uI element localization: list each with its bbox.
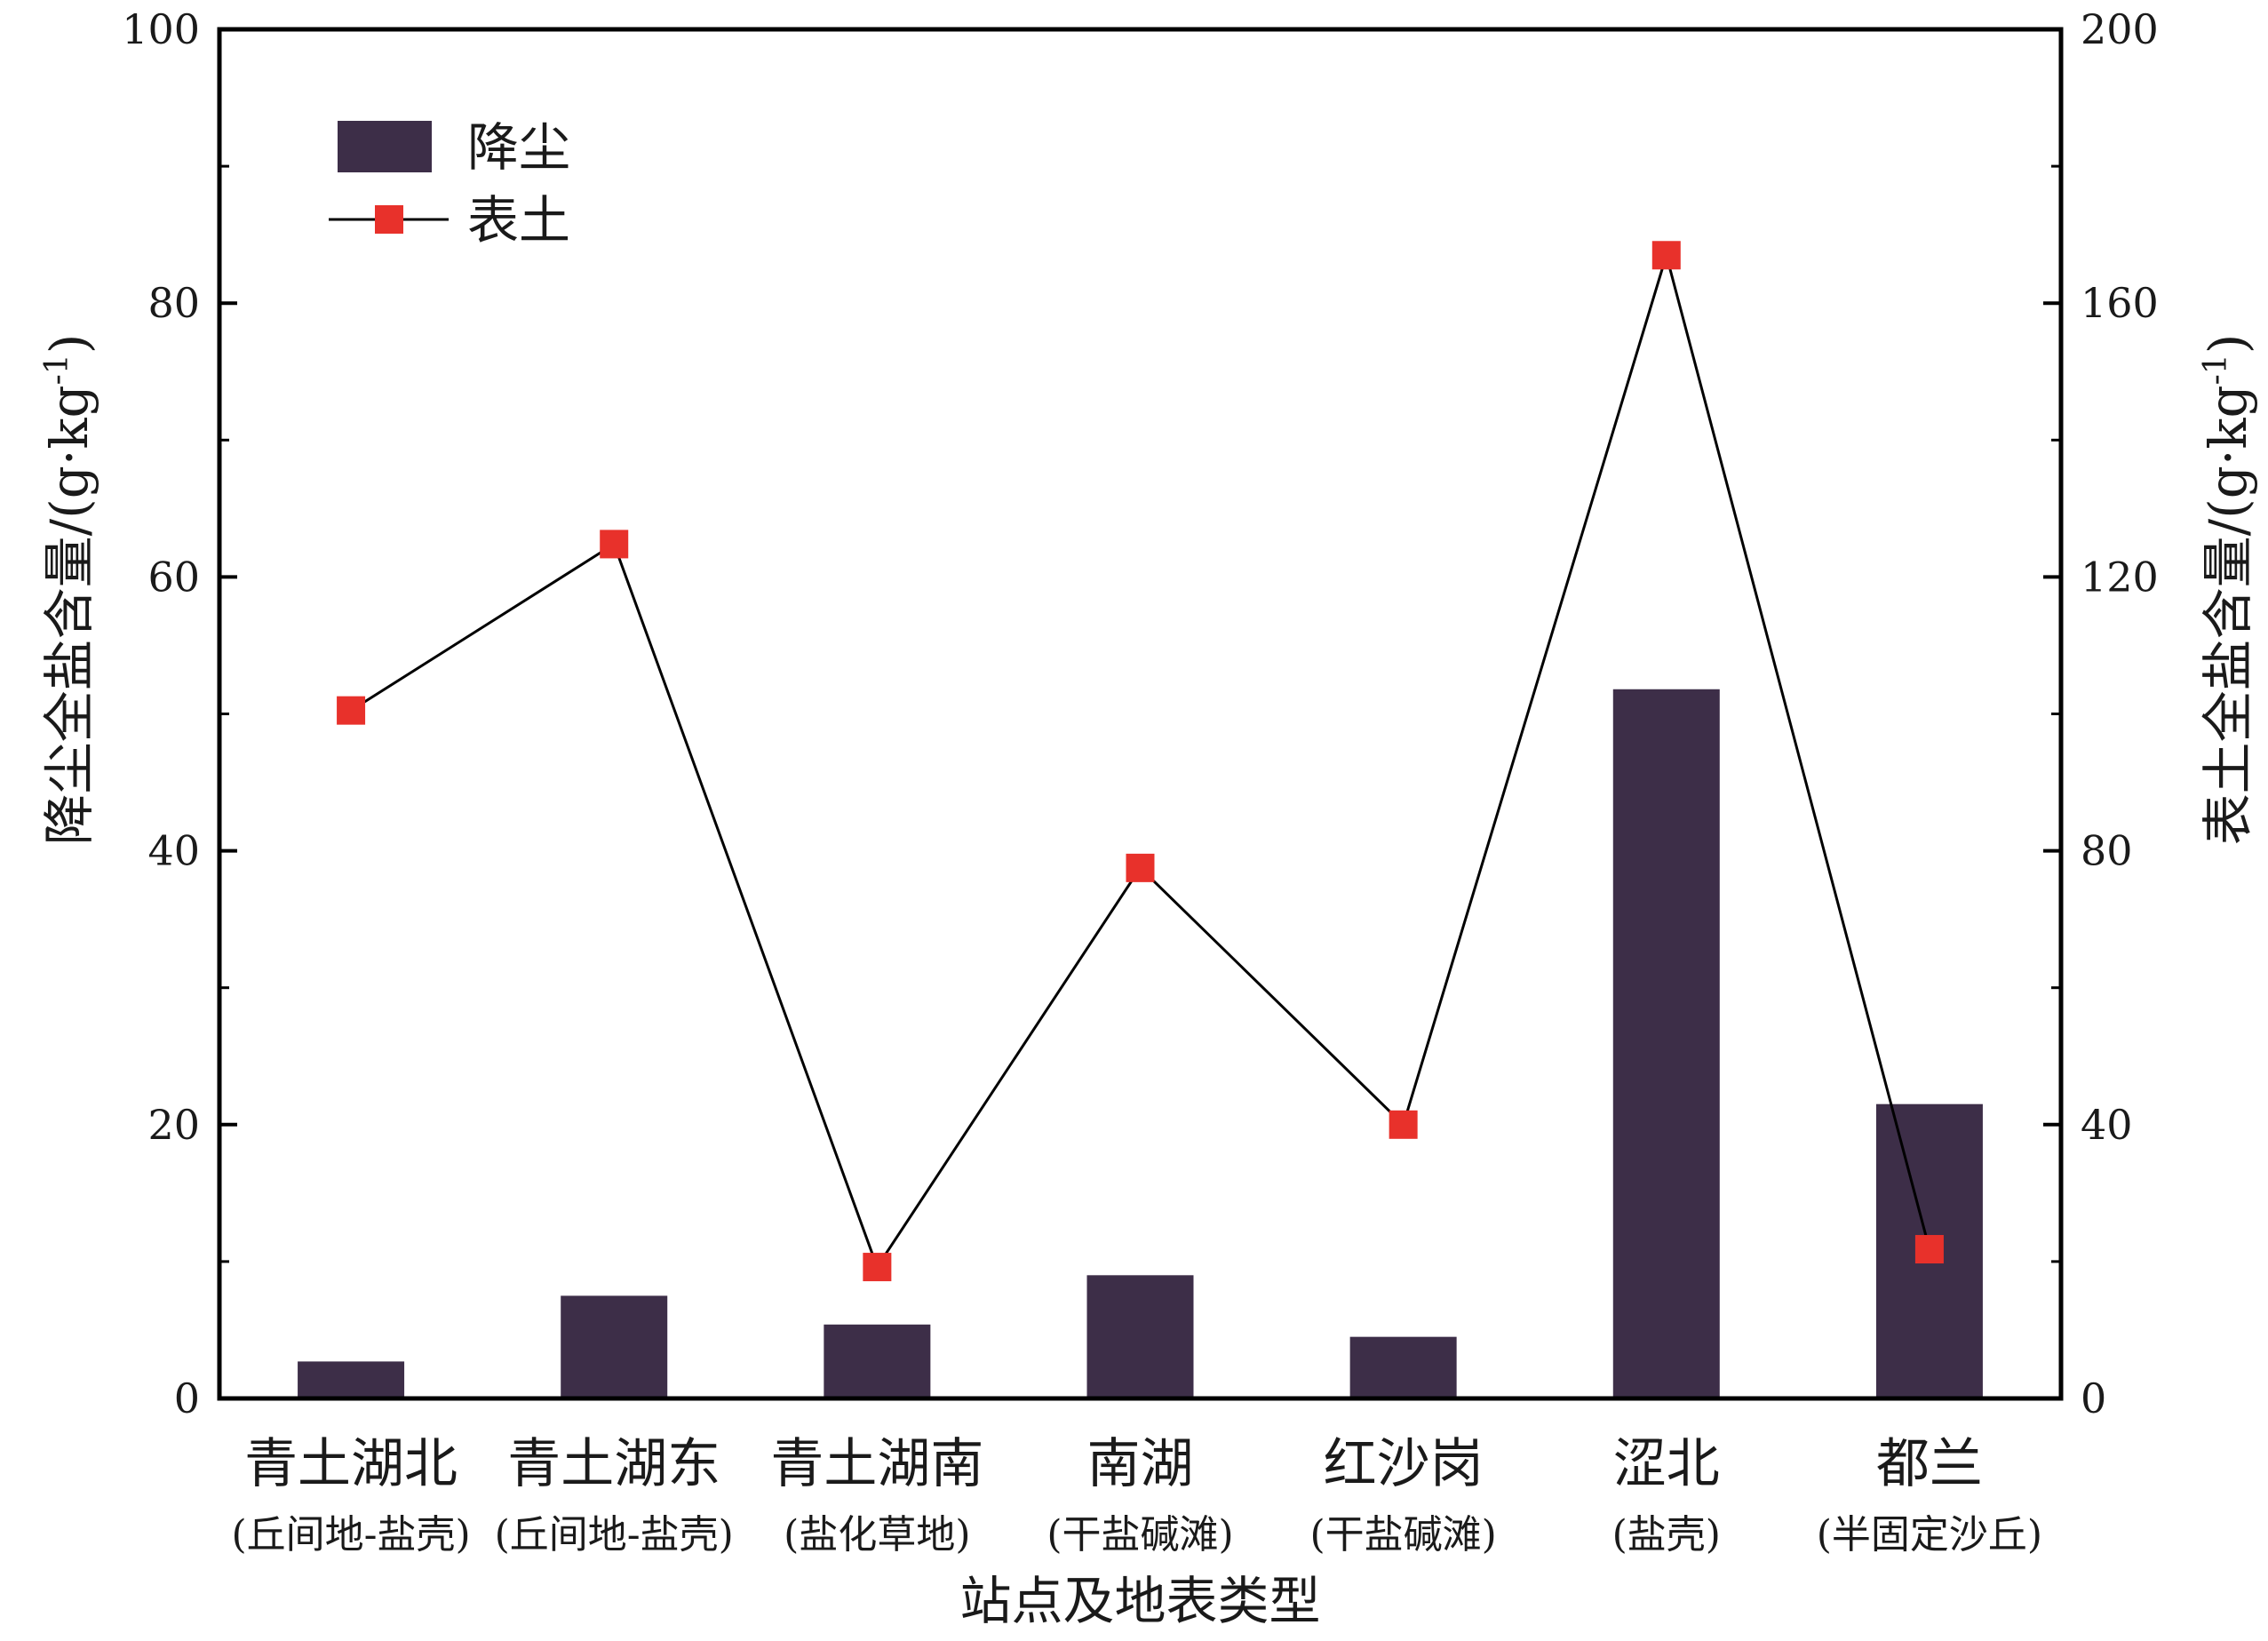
- y-right-tick-label-5: 200: [2081, 5, 2159, 53]
- line-point-3: [863, 1253, 892, 1282]
- y-left-tick-label-4: 80: [147, 279, 200, 327]
- line-point-5: [1389, 1110, 1418, 1139]
- x-category-label-1: 青土湖北: [244, 1433, 458, 1495]
- y-left-tick-label-0: 0: [174, 1374, 200, 1422]
- x-category-sublabel-7: (半固定沙丘): [1817, 1512, 2042, 1557]
- y-right-tick-label-3: 120: [2081, 553, 2159, 601]
- bar-3: [824, 1324, 931, 1398]
- x-category-sublabel-5: (干盐碱滩): [1309, 1512, 1496, 1557]
- y-left-axis-title: 降尘全盐含量/(g·kg-1): [39, 334, 99, 846]
- y-left-tick-label-5: 100: [122, 5, 200, 53]
- legend-marker-swatch: [375, 205, 403, 234]
- y-right-tick-label-0: 0: [2081, 1374, 2106, 1422]
- plot-area: [298, 241, 1983, 1398]
- line-point-7: [1914, 1235, 1944, 1264]
- axes: 0 20 40 60 80 100 0 40 80 120 160 200 青土湖北 (丘间地-盐壳) 青土…: [39, 5, 2258, 1631]
- x-axis-title: 站点及地表类型: [959, 1571, 1320, 1631]
- y-right-tick-label-2: 80: [2081, 827, 2133, 875]
- bar-5: [1349, 1336, 1457, 1398]
- legend-bar-swatch: [338, 121, 432, 172]
- bar-1: [298, 1361, 405, 1398]
- x-category-label-5: 红沙岗: [1324, 1433, 1484, 1495]
- bar-6: [1612, 689, 1720, 1398]
- x-category-sublabel-3: (盐化草地): [784, 1512, 970, 1557]
- legend-label-降尘: 降尘: [467, 117, 570, 178]
- x-category-label-6: 涩北: [1613, 1433, 1720, 1495]
- bar-4: [1086, 1275, 1194, 1398]
- y-right-tick-label-1: 40: [2081, 1101, 2133, 1149]
- bar-2: [561, 1295, 668, 1398]
- y-left-tick-label-2: 40: [147, 827, 200, 875]
- x-category-sublabel-2: (丘间地-盐壳): [495, 1512, 734, 1557]
- x-category-sublabel-6: (盐壳): [1612, 1512, 1721, 1557]
- y-left-tick-label-1: 20: [147, 1101, 200, 1149]
- y-right-tick-label-4: 160: [2081, 279, 2159, 327]
- x-category-label-7: 都兰: [1876, 1433, 1983, 1495]
- y-right-axis-title: 表土全盐含量/(g·kg-1): [2198, 334, 2258, 846]
- x-category-label-3: 青土湖南: [770, 1433, 983, 1495]
- x-category-label-4: 南湖: [1087, 1433, 1194, 1495]
- x-category-label-2: 青土湖东: [507, 1433, 720, 1495]
- legend-label-表土: 表土: [467, 190, 570, 251]
- x-category-sublabel-4: (干盐碱滩): [1046, 1512, 1233, 1557]
- line-point-6: [1651, 241, 1681, 270]
- line-point-2: [600, 530, 629, 559]
- y-left-tick-label-3: 60: [147, 553, 200, 601]
- line-point-1: [337, 696, 366, 725]
- line-point-4: [1126, 853, 1155, 882]
- x-category-sublabel-1: (丘间地-盐壳): [231, 1512, 470, 1557]
